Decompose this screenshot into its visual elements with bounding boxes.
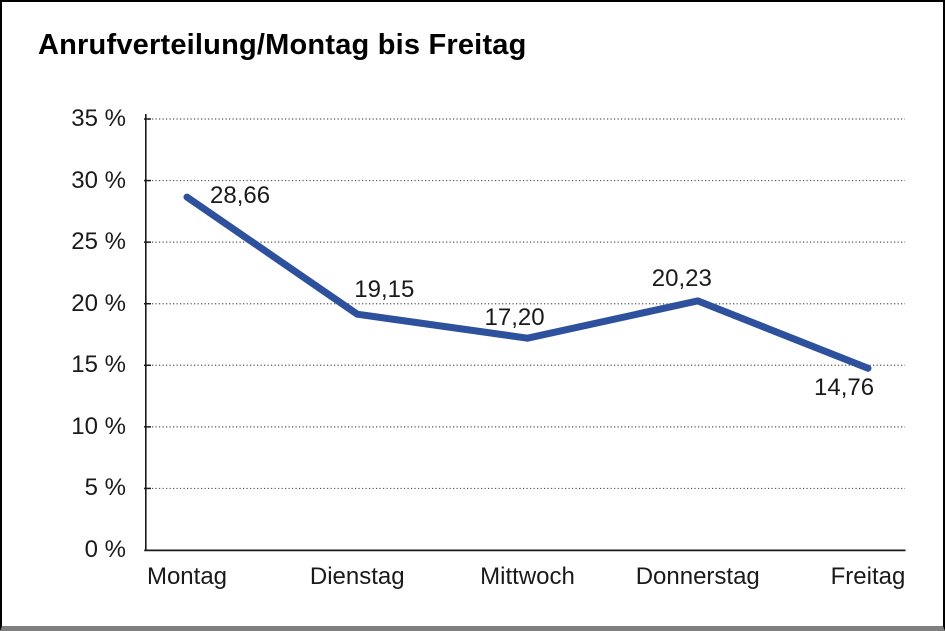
data-point-label: 17,20 [484,304,545,332]
y-axis-tick-label: 0 % [84,536,126,563]
y-axis-tick-label: 10 % [71,412,126,440]
x-axis-category-label: Montag [146,563,228,590]
data-point-label: 19,15 [354,276,415,304]
x-axis-category-label: Donnerstag [635,563,760,590]
y-axis-tick-label: 15 % [71,351,126,379]
x-axis-category-label: Dienstag [309,563,405,590]
x-axis-category-label: Freitag [830,563,906,590]
y-axis-tick-label: 5 % [84,474,126,502]
x-axis-category-label: Mittwoch [480,563,575,590]
data-point-label: 20,23 [651,264,712,292]
data-point-label: 14,76 [814,374,875,402]
data-series-line [183,193,872,372]
chart-title: Anrufverteilung/Montag bis Freitag [38,29,527,61]
y-axis-tick-label: 35 % [71,105,126,132]
y-axis-tick-label: 20 % [71,289,126,317]
y-axis-tick-label: 30 % [71,166,126,194]
y-axis-tick-label: 25 % [71,228,126,256]
data-point-label: 28,66 [210,182,271,210]
